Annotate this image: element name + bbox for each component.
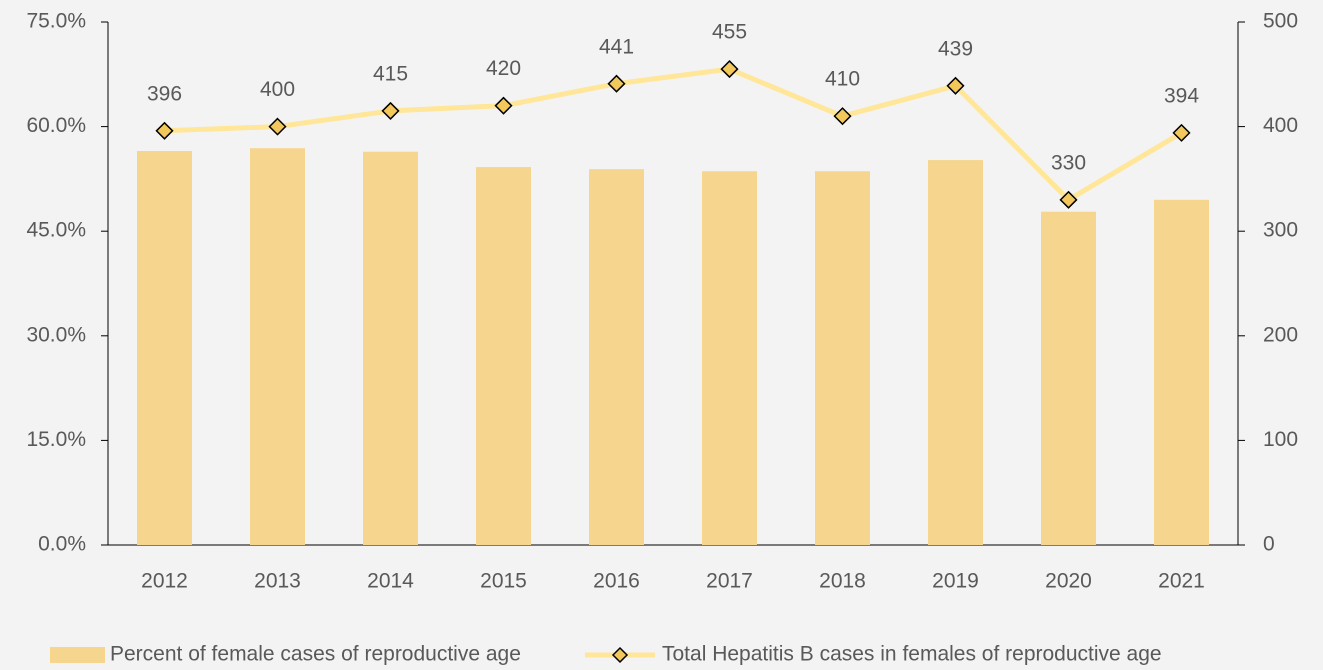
legend-marker (611, 646, 629, 664)
x-tick-label: 2021 (1158, 570, 1205, 593)
y-tick-label: 45.0% (26, 219, 86, 242)
x-tick-label: 2018 (819, 570, 866, 593)
data-label: 396 (147, 82, 182, 105)
legend-label: Total Hepatitis B cases in females of re… (662, 643, 1162, 666)
bar (250, 148, 305, 545)
x-tick-label: 2017 (706, 570, 753, 593)
bar (1041, 211, 1096, 545)
y2-tick-label: 0 (1263, 533, 1275, 556)
data-label: 441 (599, 35, 634, 58)
y-tick-label: 30.0% (26, 323, 86, 346)
marker (607, 74, 626, 93)
x-tick-label: 2019 (932, 570, 979, 593)
legend-swatch (50, 647, 105, 663)
marker (155, 121, 174, 140)
marker (833, 107, 852, 126)
x-tick-label: 2014 (367, 570, 414, 593)
y2-tick-label: 300 (1263, 219, 1298, 242)
bar (815, 171, 870, 545)
bar (928, 160, 983, 545)
y2-tick-label: 100 (1263, 428, 1298, 451)
marker (494, 96, 513, 115)
x-tick-label: 2015 (480, 570, 527, 593)
bar (589, 169, 644, 545)
x-tick-label: 2012 (141, 570, 188, 593)
line (164, 66, 1183, 203)
marker (946, 76, 965, 95)
bar (137, 151, 192, 546)
y2-tick-label: 200 (1263, 323, 1298, 346)
marker (1172, 123, 1191, 142)
data-label: 410 (825, 68, 860, 91)
y-tick-label: 15.0% (26, 428, 86, 451)
marker (381, 101, 400, 120)
x-tick-label: 2013 (254, 570, 301, 593)
marker (1059, 190, 1078, 209)
bar (1154, 199, 1209, 545)
legend-label: Percent of female cases of reproductive … (110, 643, 521, 666)
y2-tick-label: 400 (1263, 114, 1298, 137)
marker (268, 117, 287, 136)
marker (720, 60, 739, 79)
data-label: 455 (712, 21, 747, 44)
y-tick-label: 60.0% (26, 114, 86, 137)
data-label: 420 (486, 57, 521, 80)
y2-tick-label: 500 (1263, 10, 1298, 33)
data-label: 439 (938, 37, 973, 60)
bar (702, 171, 757, 545)
data-label: 394 (1164, 84, 1199, 107)
bar (476, 167, 531, 545)
y-tick-label: 0.0% (38, 533, 86, 556)
data-label: 400 (260, 78, 295, 101)
y-tick-label: 75.0% (26, 10, 86, 33)
x-tick-label: 2020 (1045, 570, 1092, 593)
bar (363, 151, 418, 546)
data-label: 330 (1051, 151, 1086, 174)
x-tick-label: 2016 (593, 570, 640, 593)
data-label: 415 (373, 62, 408, 85)
